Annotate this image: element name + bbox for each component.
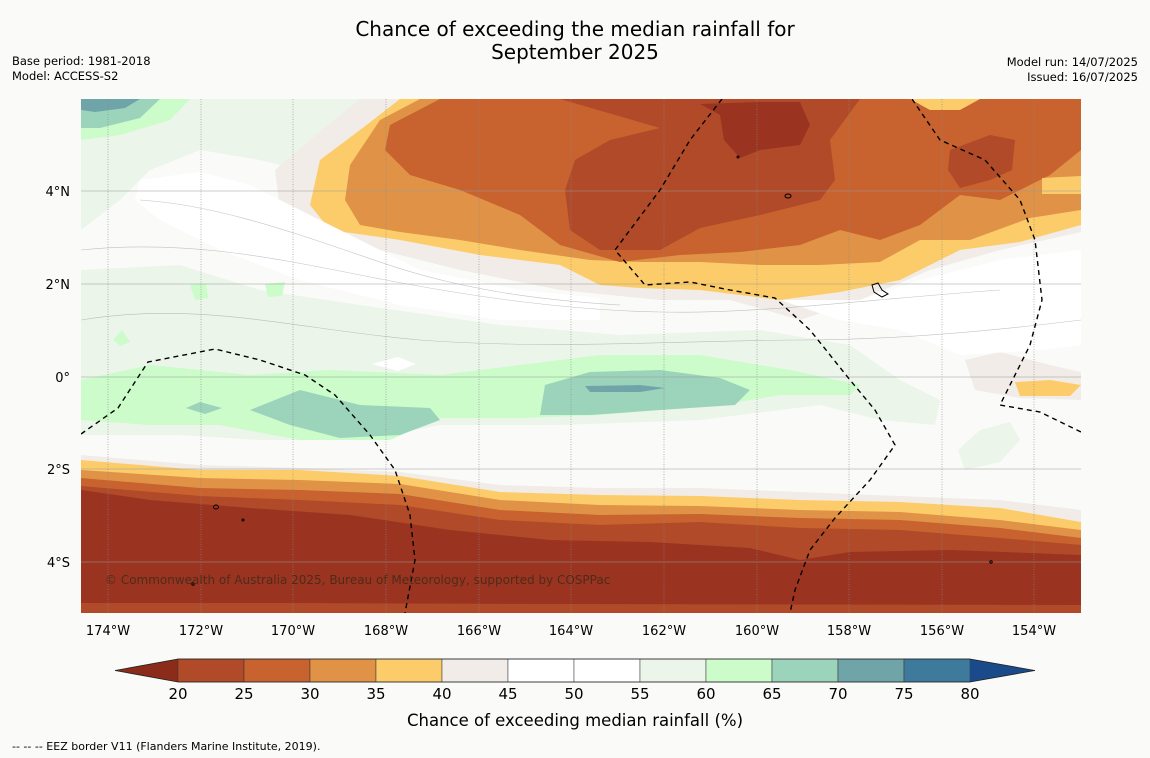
lon-label: 160°W: [735, 624, 779, 639]
colorbar-tick-label: 70: [828, 685, 847, 703]
colorbar-segment: [507, 658, 575, 683]
region-wet-northwest: [81, 99, 140, 112]
region-very-dry-core: [700, 102, 810, 158]
lon-label: 174°W: [86, 624, 130, 639]
lon-label: 172°W: [179, 624, 223, 639]
island-outline: [241, 518, 245, 522]
map-panel: © Commonwealth of Australia 2025, Bureau…: [81, 99, 1081, 613]
colorbar-tick-label: 25: [234, 685, 253, 703]
island-outline: [191, 582, 195, 586]
lon-labels: 174°W 172°W 170°W 168°W 166°W 164°W 162°…: [86, 624, 1056, 639]
region-neutral-white-small: [372, 357, 416, 371]
colorbar-segment: [771, 658, 839, 683]
colorbar-segment: [309, 658, 377, 683]
copyright-notice: © Commonwealth of Australia 2025, Bureau…: [105, 573, 610, 587]
colorbar-tick-label: 75: [894, 685, 913, 703]
issued-date: Issued: 16/07/2025: [1027, 70, 1138, 84]
region-slight-dry-top: [910, 99, 980, 110]
lon-label: 162°W: [642, 624, 686, 639]
colorbar-segment: [903, 658, 971, 683]
region-very-dry-south: [81, 490, 1081, 608]
region-neutral-white-east: [780, 250, 1081, 355]
region-slight-wet-spot-1: [190, 283, 208, 300]
colorbar-tick-label: 50: [564, 685, 583, 703]
meta-right: Model run: 14/07/2025 Issued: 16/07/2025: [1007, 55, 1138, 85]
contour-lines: [81, 199, 1081, 345]
colorbar-tick-label: 20: [168, 685, 187, 703]
island-outline: [784, 193, 792, 199]
region-slight-dry-east: [1042, 176, 1081, 194]
region-mod-wet-central: [540, 370, 750, 415]
colorbar-max-extension: [970, 659, 1035, 682]
eez-borders: [81, 99, 1081, 613]
region-wet-central: [585, 385, 665, 392]
island-outline: [213, 504, 219, 510]
eez-footnote: -- -- -- EEZ border V11 (Flanders Marine…: [12, 740, 321, 753]
region-neutral-white-patch: [135, 172, 600, 320]
meta-left: Base period: 1981-2018 Model: ACCESS-S2: [12, 54, 151, 84]
lon-label: 156°W: [920, 624, 964, 639]
lat-label: 4°S: [47, 556, 70, 571]
eez-border-east: [911, 99, 1081, 433]
graticule: [81, 99, 1081, 613]
colorbar-tick-label: 60: [696, 685, 715, 703]
model-name: Model: ACCESS-S2: [12, 69, 119, 83]
lon-label: 154°W: [1012, 624, 1056, 639]
colorbar-tick-label: 30: [300, 685, 319, 703]
colorbar-tick-label: 35: [366, 685, 385, 703]
colorbar-segment: [573, 658, 641, 683]
lon-label: 164°W: [549, 624, 593, 639]
lon-label: 166°W: [457, 624, 501, 639]
lon-label: 158°W: [827, 624, 871, 639]
region-slight-dry-east-2: [1015, 380, 1081, 396]
island-outline: [989, 560, 993, 564]
region-slight-wet-spot-3: [113, 330, 130, 346]
lon-label: 168°W: [364, 624, 408, 639]
lon-label: 170°W: [271, 624, 315, 639]
colorbar-tick-label: 40: [432, 685, 451, 703]
colorbar-tick-label: 65: [762, 685, 781, 703]
colorbar-tick-label: 45: [498, 685, 517, 703]
colorbar-min-extension: [115, 659, 178, 682]
colorbar-segment: [441, 658, 509, 683]
region-neutral-wet-southeast: [958, 422, 1020, 470]
eez-border-west: [81, 348, 416, 613]
colorbar-segment: [375, 658, 443, 683]
title-line-2: September 2025: [491, 40, 659, 64]
region-mod-wet-small: [186, 402, 222, 414]
base-period: Base period: 1981-2018: [12, 54, 151, 68]
region-dry-south-edge: [81, 603, 1081, 613]
colorbar: 20 25 30 35 40 45 50 55 60 65 70 75 80: [114, 658, 1036, 703]
lat-label: 2°N: [46, 278, 71, 293]
colorbar-segment: [705, 658, 773, 683]
region-mod-wet-equator: [250, 390, 440, 438]
colorbar-segment: [177, 658, 245, 683]
colorbar-outline: [114, 658, 1036, 683]
region-slight-wet-spot-2: [265, 282, 285, 297]
island-outline: [871, 282, 889, 298]
colorbar-tick-label: 80: [960, 685, 979, 703]
colorbar-segment: [639, 658, 707, 683]
island-outline: [736, 155, 740, 159]
colorbar-segment: [837, 658, 905, 683]
model-run: Model run: 14/07/2025: [1006, 55, 1138, 69]
islands: [191, 155, 993, 586]
lat-labels: 4°N 2°N 0° 2°S 4°S: [46, 185, 71, 571]
title-line-1: Chance of exceeding the median rainfall …: [355, 17, 795, 41]
colorbar-segment: [243, 658, 311, 683]
colorbar-tick-label: 55: [630, 685, 649, 703]
lat-label: 2°S: [47, 463, 70, 478]
lat-label: 0°: [55, 371, 70, 386]
map-title: Chance of exceeding the median rainfall …: [0, 18, 1150, 64]
colorbar-label: Chance of exceeding median rainfall (%): [407, 711, 743, 730]
lat-label: 4°N: [46, 185, 71, 200]
